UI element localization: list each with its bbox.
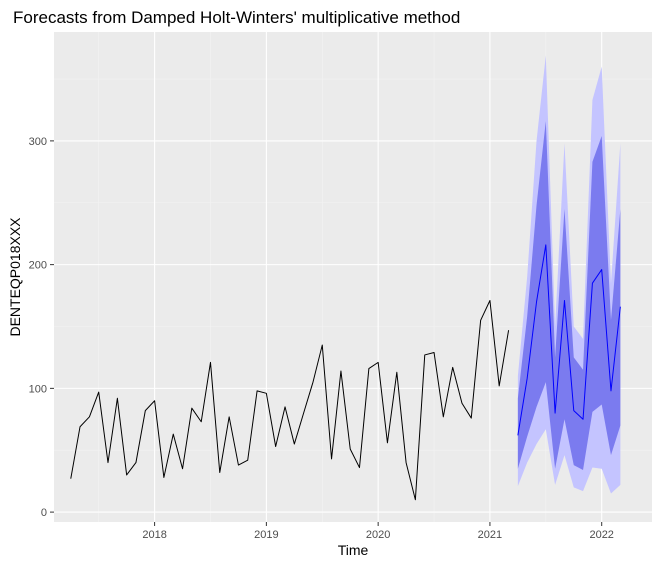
y-axis-title: DENTEQP018XXX xyxy=(7,217,23,337)
prediction-intervals xyxy=(517,55,621,494)
x-tick-label: 2021 xyxy=(478,529,502,541)
y-tick-label: 300 xyxy=(29,136,47,148)
x-axis: 2018 2019 2020 2021 2022 xyxy=(142,522,614,541)
y-tick-label: 200 xyxy=(29,260,47,272)
x-tick-label: 2022 xyxy=(589,529,613,541)
x-tick-label: 2019 xyxy=(254,529,278,541)
y-axis: 0 100 200 300 xyxy=(29,136,54,519)
y-tick-label: 0 xyxy=(41,507,47,519)
forecast-line xyxy=(517,244,621,436)
chart-title: Forecasts from Damped Holt-Winters' mult… xyxy=(13,8,460,27)
series-lines xyxy=(70,244,621,501)
interval-band-80 xyxy=(517,121,621,471)
x-tick-label: 2020 xyxy=(366,529,390,541)
y-tick-label: 100 xyxy=(29,383,47,395)
observed-line xyxy=(70,300,510,501)
x-tick-label: 2018 xyxy=(142,529,166,541)
x-axis-title: Time xyxy=(338,542,369,558)
